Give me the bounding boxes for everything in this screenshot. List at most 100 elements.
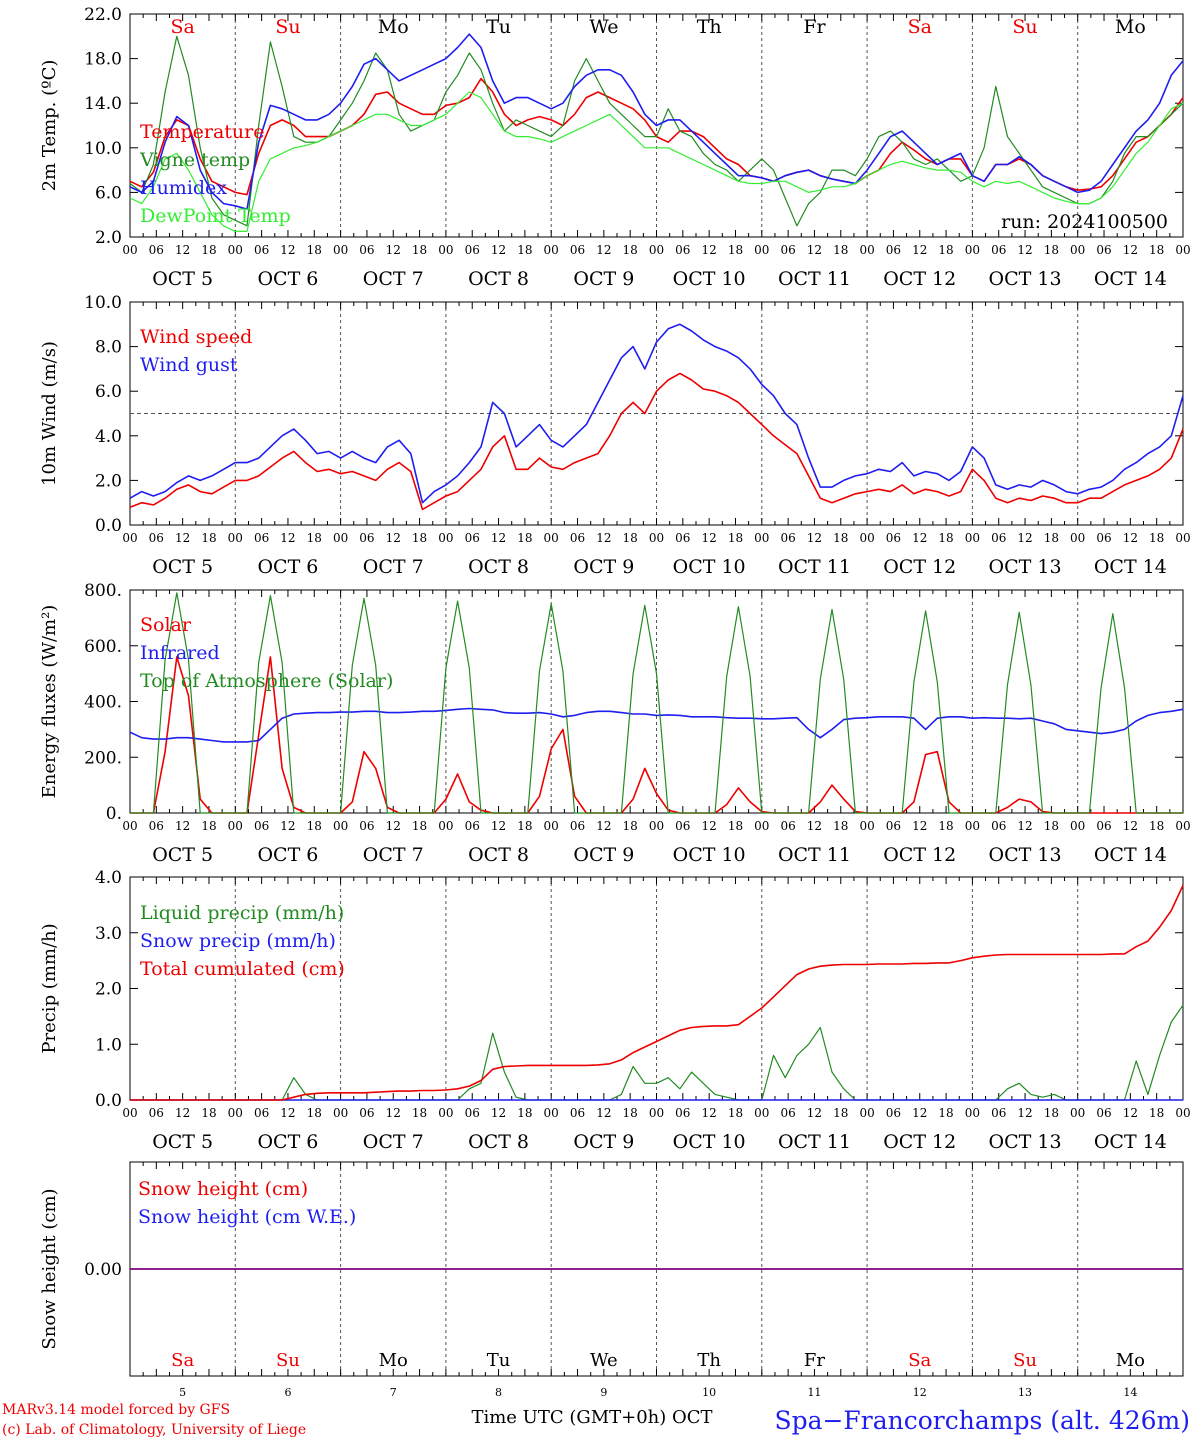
panel-3-hour-tick-label: 12 (702, 819, 717, 833)
panel-4-hour-tick-label: 18 (517, 1106, 532, 1120)
panel-2-hour-tick-label: 12 (491, 531, 506, 545)
panel-3-hour-tick-label: 00 (333, 819, 348, 833)
panel-4-y-tick-label: 2.0 (95, 980, 122, 1000)
panel-4-date-label: OCT 10 (673, 1131, 746, 1153)
panel-1-y-tick-label: 10.0 (84, 139, 122, 159)
credit-line-1: MARv3.14 model forced by GFS (2, 1402, 230, 1418)
panel-2-hour-tick-label: 00 (1175, 531, 1190, 545)
panel-1-hour-tick-label: 00 (122, 243, 137, 257)
panel-3-date-label: OCT 10 (673, 844, 746, 866)
panel-3-date-label: OCT 11 (778, 844, 851, 866)
panel-2-hour-tick-label: 00 (122, 531, 137, 545)
panel-3-hour-tick-label: 00 (1070, 819, 1085, 833)
panel-4-hour-tick-label: 06 (570, 1106, 585, 1120)
panel-3-date-label: OCT 12 (883, 844, 956, 866)
panel-4-hour-tick-label: 12 (596, 1106, 611, 1120)
panel-1-series-vigne-temp (129, 35, 1184, 227)
panel-2-date-label: OCT 12 (883, 556, 956, 578)
panel-1-hour-tick-label: 06 (570, 243, 585, 257)
panel-5-legend-entry: Snow height (cm W.E.) (138, 1206, 356, 1228)
panel-2-series-wind-gust (129, 323, 1184, 504)
panel-4-hour-tick-label: 12 (702, 1106, 717, 1120)
panel-1-hour-tick-label: 00 (859, 243, 874, 257)
panel-2-hour-tick-label: 12 (702, 531, 717, 545)
panel-4-date-label: OCT 9 (573, 1131, 634, 1153)
panel-1-hour-tick-label: 12 (807, 243, 822, 257)
panel-2-date-label: OCT 6 (257, 556, 318, 578)
panel-4-legend-entry: Snow precip (mm/h) (140, 930, 336, 952)
panel-2-hour-tick-label: 06 (465, 531, 480, 545)
panel-2-legend-entry: Wind speed (140, 326, 252, 348)
panel-2-hour-tick-label: 00 (1070, 531, 1085, 545)
time-axis-label: Time UTC (GMT+0h) OCT (471, 1407, 712, 1428)
panel-4-hour-tick-label: 12 (807, 1106, 822, 1120)
panel-4-hour-tick-label: 06 (359, 1106, 374, 1120)
panel-4-hour-tick-label: 12 (386, 1106, 401, 1120)
bottom-weekday-label: Tu (487, 1350, 511, 1371)
panel-3-hour-tick-label: 12 (386, 819, 401, 833)
panel-3-hour-tick-label: 18 (201, 819, 216, 833)
panel-3-series-infrared (129, 707, 1184, 743)
panel-2-hour-tick-label: 00 (333, 531, 348, 545)
panel-1-hour-tick-label: 12 (912, 243, 927, 257)
panel-1-hour-tick-label: 00 (1070, 243, 1085, 257)
panel-3-hour-tick-label: 06 (780, 819, 795, 833)
panel-2-hour-tick-label: 18 (201, 531, 216, 545)
panel-4-hour-tick-label: 06 (780, 1106, 795, 1120)
panel-2-hour-tick-label: 00 (754, 531, 769, 545)
panel-2-hour-tick-label: 18 (307, 531, 322, 545)
weekday-label: Fr (803, 16, 826, 38)
panel-3-date-label: OCT 14 (1094, 844, 1167, 866)
panel-1-hour-tick-label: 12 (1123, 243, 1138, 257)
panel-2-hour-tick-label: 00 (438, 531, 453, 545)
panel-4-y-axis-label: Precip (mm/h) (39, 923, 60, 1053)
panel-1-legend-entry: Vigne temp (139, 149, 250, 171)
panel-1-series-humidex (129, 33, 1184, 210)
panel-3-series-top-of-atmosphere-solar- (130, 592, 1183, 814)
panel-4-hour-tick-label: 12 (912, 1106, 927, 1120)
panel-1-hour-tick-label: 18 (412, 243, 427, 257)
panel-4-date-label: OCT 13 (989, 1131, 1062, 1153)
panel-2-hour-tick-label: 12 (1017, 531, 1032, 545)
panel-4-legend-entry: Liquid precip (mm/h) (140, 902, 344, 924)
panel-2-hour-tick-label: 06 (886, 531, 901, 545)
panel-3-hour-tick-label: 18 (728, 819, 743, 833)
panel-3-hour-tick-label: 06 (149, 819, 164, 833)
panel-1-date-label: OCT 11 (778, 268, 851, 290)
panel-3-hour-tick-label: 18 (623, 819, 638, 833)
panel-4-hour-tick-label: 06 (465, 1106, 480, 1120)
panel-3-y-tick-label: 200. (84, 748, 122, 768)
weekday-label: Th (697, 16, 722, 38)
panel-2-hour-tick-label: 12 (280, 531, 295, 545)
panel-5-y-tick-label: 0.00 (84, 1260, 122, 1280)
panel-4-hour-tick-label: 00 (544, 1106, 559, 1120)
panel-2-y-tick-label: 10.0 (84, 293, 122, 313)
weekday-label: Su (1012, 16, 1037, 38)
panel-3-hour-tick-label: 00 (965, 819, 980, 833)
bottom-day-number: 10 (702, 1386, 716, 1399)
panel-2-date-label: OCT 10 (673, 556, 746, 578)
panel-1-hour-tick-label: 12 (1017, 243, 1032, 257)
panel-4-y-tick-label: 1.0 (95, 1035, 122, 1055)
panel-2-y-tick-label: 6.0 (95, 382, 122, 402)
panel-3-hour-tick-label: 18 (412, 819, 427, 833)
panel-1-hour-tick-label: 18 (201, 243, 216, 257)
panel-2-hour-tick-label: 06 (1096, 531, 1111, 545)
panel-1-hour-tick-label: 18 (728, 243, 743, 257)
panel-4-hour-tick-label: 00 (1175, 1106, 1190, 1120)
panel-4-y-tick-label: 4.0 (95, 868, 122, 888)
panel-2-hour-tick-label: 06 (675, 531, 690, 545)
panel-3-hour-tick-label: 06 (886, 819, 901, 833)
panel-1-hour-tick-label: 06 (991, 243, 1006, 257)
panel-2-date-label: OCT 5 (152, 556, 213, 578)
panel-3-date-label: OCT 7 (363, 844, 424, 866)
panel-2-hour-tick-label: 06 (254, 531, 269, 545)
panel-2-hour-tick-label: 18 (517, 531, 532, 545)
panel-4-hour-tick-label: 18 (938, 1106, 953, 1120)
bottom-weekday-label: Fr (804, 1350, 825, 1371)
panel-4-hour-tick-label: 06 (254, 1106, 269, 1120)
panel-4-date-label: OCT 11 (778, 1131, 851, 1153)
panel-1-hour-tick-label: 06 (254, 243, 269, 257)
panel-1-date-label: OCT 13 (989, 268, 1062, 290)
panel-4-hour-tick-label: 18 (412, 1106, 427, 1120)
